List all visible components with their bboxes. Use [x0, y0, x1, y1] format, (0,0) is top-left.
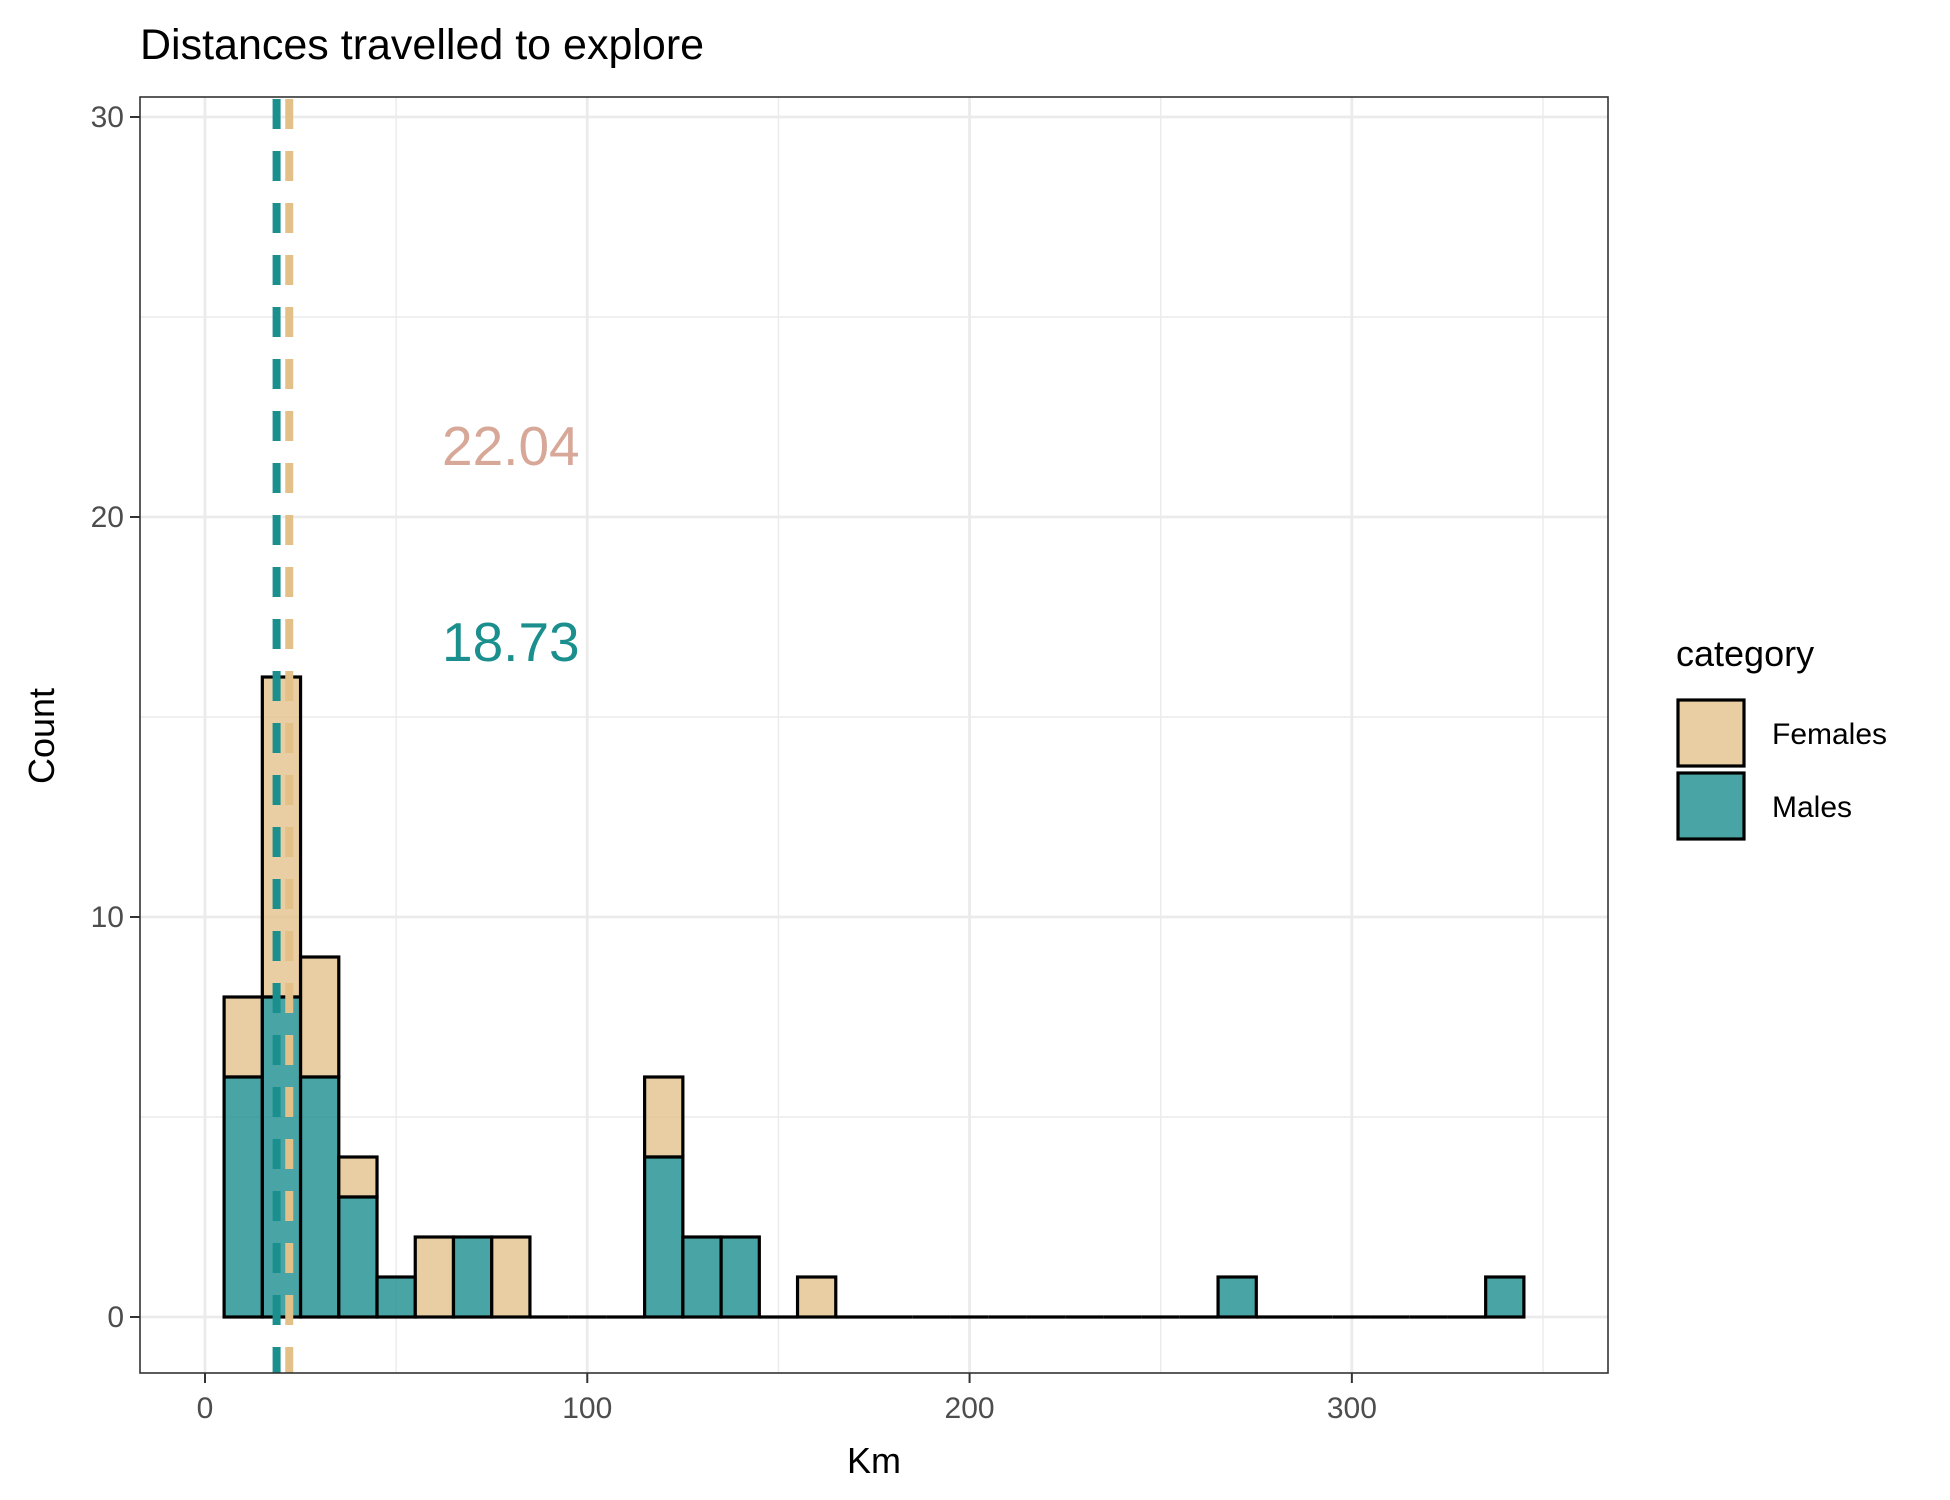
legend-label-females: Females: [1772, 718, 1887, 751]
legend-key-males: [1676, 771, 1746, 841]
legend-key-females: [1676, 698, 1746, 768]
bar-females: [643, 1075, 685, 1159]
y-tick-label: 30: [91, 101, 124, 134]
bar-males: [260, 995, 303, 1319]
bar-females: [413, 1235, 456, 1319]
bar-females: [490, 1235, 532, 1319]
bar-males: [375, 1275, 417, 1319]
mean-annotation-label: 22.04: [442, 415, 580, 477]
bar-females: [795, 1275, 838, 1319]
axes: 0 100 200 300 0 10 20 30: [91, 101, 1377, 1425]
bar-males: [681, 1235, 723, 1319]
mean-annotation-label: 18.73: [442, 611, 580, 673]
bar-males: [451, 1235, 494, 1319]
chart-title: Distances travelled to explore: [140, 21, 704, 69]
grid-lines: [140, 97, 1608, 1373]
y-tick-label: 20: [91, 501, 124, 534]
bar-females: [222, 995, 264, 1079]
bar-males: [719, 1235, 761, 1319]
bar-males: [1216, 1275, 1258, 1319]
mean-lines: [272, 99, 294, 1373]
bar-males: [298, 1075, 341, 1319]
x-tick-label: 200: [945, 1392, 995, 1425]
histogram-bars: [222, 675, 1526, 1319]
x-tick-label: 100: [562, 1392, 612, 1425]
x-axis-title: Km: [847, 1440, 901, 1481]
legend-items: Females Males: [1676, 698, 1887, 841]
bar-males: [643, 1155, 685, 1319]
bar-males: [1484, 1275, 1526, 1319]
bar-females: [298, 955, 341, 1079]
bar-females: [337, 1155, 379, 1199]
y-tick-label: 10: [91, 901, 124, 934]
y-axis-title: Count: [21, 688, 62, 784]
legend-label-males: Males: [1772, 791, 1852, 824]
plot-panel-border: [139, 96, 1609, 1374]
y-tick-label: 0: [107, 1301, 124, 1334]
bar-males: [337, 1195, 379, 1319]
x-tick-label: 300: [1327, 1392, 1377, 1425]
bar-males: [222, 1075, 264, 1319]
legend-title: category: [1676, 633, 1814, 674]
mean-annotations: 22.04 18.73: [442, 415, 580, 673]
x-tick-label: 0: [197, 1392, 214, 1425]
legend: category Females Males: [1676, 633, 1887, 841]
bar-females: [260, 675, 303, 999]
